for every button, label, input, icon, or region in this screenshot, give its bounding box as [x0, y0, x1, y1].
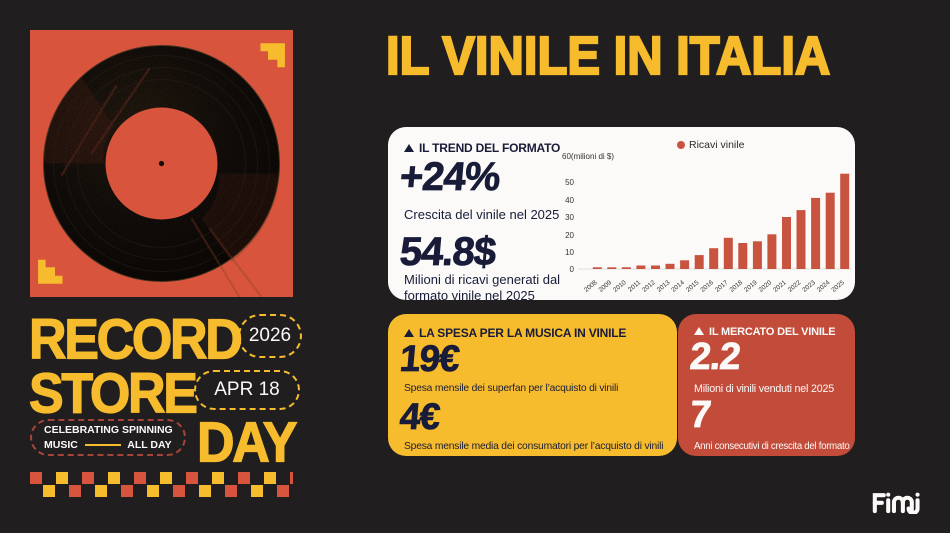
svg-text:50: 50: [565, 178, 574, 187]
svg-text:2015: 2015: [685, 279, 701, 294]
svg-text:2021: 2021: [772, 279, 788, 294]
svg-text:2023: 2023: [801, 279, 817, 294]
svg-text:2020: 2020: [758, 279, 774, 294]
svg-text:2010: 2010: [612, 279, 628, 294]
svg-text:60(milioni di $): 60(milioni di $): [562, 152, 614, 161]
svg-text:2014: 2014: [670, 279, 686, 294]
svg-text:2009: 2009: [598, 279, 614, 294]
svg-text:2012: 2012: [641, 279, 657, 294]
svg-text:2013: 2013: [656, 279, 672, 294]
svg-text:2022: 2022: [787, 279, 803, 294]
svg-text:0: 0: [570, 265, 575, 274]
svg-text:2008: 2008: [583, 279, 599, 294]
svg-text:2011: 2011: [627, 279, 643, 294]
svg-text:30: 30: [565, 213, 574, 222]
svg-text:2024: 2024: [816, 279, 832, 294]
svg-text:40: 40: [565, 196, 574, 205]
svg-text:2018: 2018: [729, 279, 745, 294]
svg-text:10: 10: [565, 248, 574, 257]
svg-text:2025: 2025: [830, 279, 846, 294]
svg-text:2019: 2019: [743, 279, 759, 294]
svg-text:20: 20: [565, 231, 574, 240]
svg-text:2016: 2016: [699, 279, 715, 294]
svg-text:2017: 2017: [714, 279, 730, 294]
